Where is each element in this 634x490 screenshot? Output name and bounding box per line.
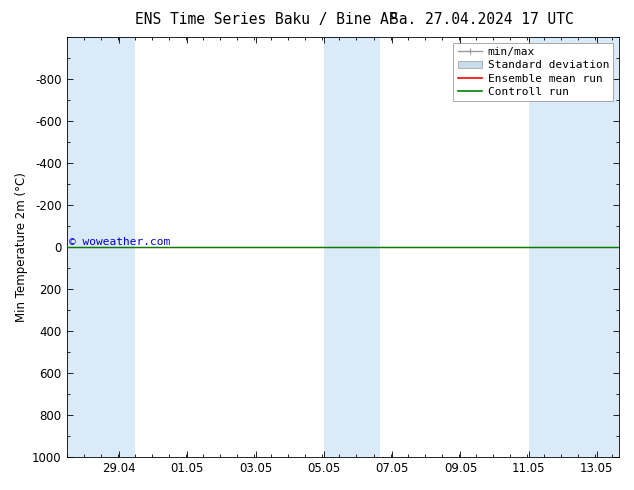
- Text: ENS Time Series Baku / Bine AP: ENS Time Series Baku / Bine AP: [135, 12, 398, 27]
- Y-axis label: Min Temperature 2m (°C): Min Temperature 2m (°C): [15, 172, 28, 322]
- Text: Sa. 27.04.2024 17 UTC: Sa. 27.04.2024 17 UTC: [390, 12, 574, 27]
- Text: © woweather.com: © woweather.com: [69, 237, 171, 247]
- Bar: [67, 37, 135, 457]
- Bar: [324, 37, 380, 457]
- Bar: [529, 37, 619, 457]
- Legend: min/max, Standard deviation, Ensemble mean run, Controll run: min/max, Standard deviation, Ensemble me…: [453, 43, 614, 101]
